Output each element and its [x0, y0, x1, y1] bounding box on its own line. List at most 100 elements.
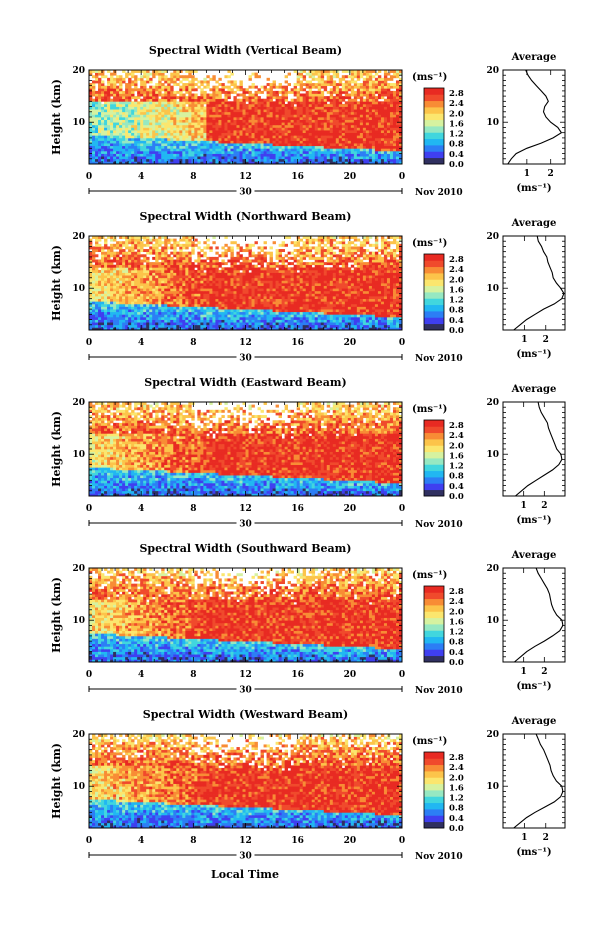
heatmap-cell — [95, 314, 99, 318]
heatmap-cell — [119, 88, 123, 92]
heatmap-cell — [320, 145, 325, 149]
heatmap-cell — [101, 122, 105, 126]
heatmap-cell — [173, 314, 177, 318]
heatmap-cell — [104, 322, 108, 326]
heatmap-cell — [245, 103, 249, 107]
heatmap-cell — [377, 143, 382, 147]
heatmap-cell — [215, 117, 219, 120]
heatmap-cell — [191, 140, 195, 144]
heatmap-cell — [245, 314, 249, 318]
heatmap-cell — [131, 322, 135, 326]
heatmap-cell — [377, 93, 382, 97]
heatmap-cell — [230, 117, 234, 120]
heatmap-cell — [191, 137, 195, 141]
heatmap-cell — [122, 70, 126, 73]
heatmap-cell — [218, 314, 222, 318]
heatmap-cell — [218, 298, 222, 302]
heatmap-cell — [308, 72, 313, 76]
heatmap-cell — [203, 85, 207, 89]
heatmap-cell — [131, 72, 135, 76]
heatmap-cell — [134, 293, 138, 297]
heatmap-cell — [149, 156, 153, 160]
heatmap-cell — [326, 117, 331, 120]
heatmap-cell — [272, 93, 276, 97]
heatmap-cell — [131, 114, 135, 118]
heatmap-cell — [155, 311, 159, 315]
heatmap-cell — [368, 124, 373, 128]
heatmap-cell — [92, 143, 96, 147]
heatmap-cell — [365, 132, 370, 136]
heatmap-cell — [284, 148, 288, 152]
heatmap-cell — [302, 132, 307, 136]
heatmap-cell — [116, 324, 120, 328]
heatmap-cell — [95, 137, 99, 141]
heatmap-cell — [152, 103, 156, 107]
heatmap-cell — [293, 319, 298, 323]
heatmap-cell — [356, 127, 361, 131]
heatmap-cell — [167, 153, 171, 157]
heatmap-cell — [236, 319, 240, 323]
heatmap-cell — [305, 319, 310, 323]
heatmap-cell — [176, 306, 180, 310]
heatmap-cell — [251, 106, 255, 110]
heatmap-cell — [290, 153, 294, 157]
heatmap-cell — [107, 303, 111, 307]
colorbar-swatch — [424, 100, 444, 108]
heatmap-cell — [89, 127, 93, 131]
heatmap-cell — [239, 298, 243, 302]
heatmap-cell — [176, 119, 180, 123]
heatmap-cell — [134, 122, 138, 126]
heatmap-cell — [92, 85, 96, 89]
heatmap-cell — [356, 153, 361, 157]
heatmap-cell — [194, 119, 198, 123]
heatmap-cell — [272, 132, 276, 136]
heatmap-cell — [365, 96, 370, 100]
heatmap-cell — [284, 314, 288, 318]
heatmap-cell — [227, 140, 231, 144]
heatmap-cell — [89, 158, 93, 162]
heatmap-cell — [173, 319, 177, 323]
heatmap-cell — [347, 124, 352, 128]
heatmap-cell — [209, 293, 213, 297]
heatmap-cell — [158, 98, 162, 102]
heatmap-cell — [206, 96, 210, 100]
heatmap-cell — [170, 75, 174, 79]
heatmap-cell — [344, 327, 349, 331]
heatmap-cell — [317, 301, 322, 305]
heatmap-cell — [209, 306, 213, 310]
heatmap-cell — [197, 296, 201, 300]
heatmap-cell — [116, 156, 120, 160]
heatmap-cell — [104, 88, 108, 92]
heatmap-cell — [104, 156, 108, 160]
heatmap-cell — [146, 150, 150, 154]
heatmap-cell — [362, 70, 367, 73]
heatmap-cell — [92, 311, 96, 315]
heatmap-cell — [155, 114, 159, 118]
heatmap-cell — [266, 114, 270, 118]
heatmap-cell — [326, 293, 331, 297]
heatmap-cell — [386, 83, 391, 87]
heatmap-cell — [161, 72, 165, 76]
heatmap-cell — [125, 117, 129, 120]
heatmap-cell — [152, 311, 156, 315]
heatmap-cell — [113, 322, 117, 326]
heatmap-cell — [272, 327, 276, 331]
heatmap-cell — [167, 311, 171, 315]
heatmap-cell — [197, 148, 201, 152]
heatmap-cell — [335, 122, 340, 126]
heatmap-cell — [248, 75, 252, 79]
heatmap-cell — [338, 124, 343, 128]
heatmap-cell — [245, 109, 249, 113]
heatmap-cell — [296, 314, 301, 318]
heatmap-cell — [266, 106, 270, 110]
heatmap-cell — [254, 140, 258, 144]
heatmap-cell — [134, 314, 138, 318]
heatmap-cell — [365, 327, 370, 331]
heatmap-cell — [335, 83, 340, 87]
heatmap-cell — [266, 153, 270, 157]
heatmap-cell — [254, 111, 258, 115]
heatmap-cell — [110, 83, 114, 87]
heatmap-cell — [221, 156, 225, 160]
heatmap-cell — [101, 132, 105, 136]
heatmap-cell — [161, 148, 165, 152]
